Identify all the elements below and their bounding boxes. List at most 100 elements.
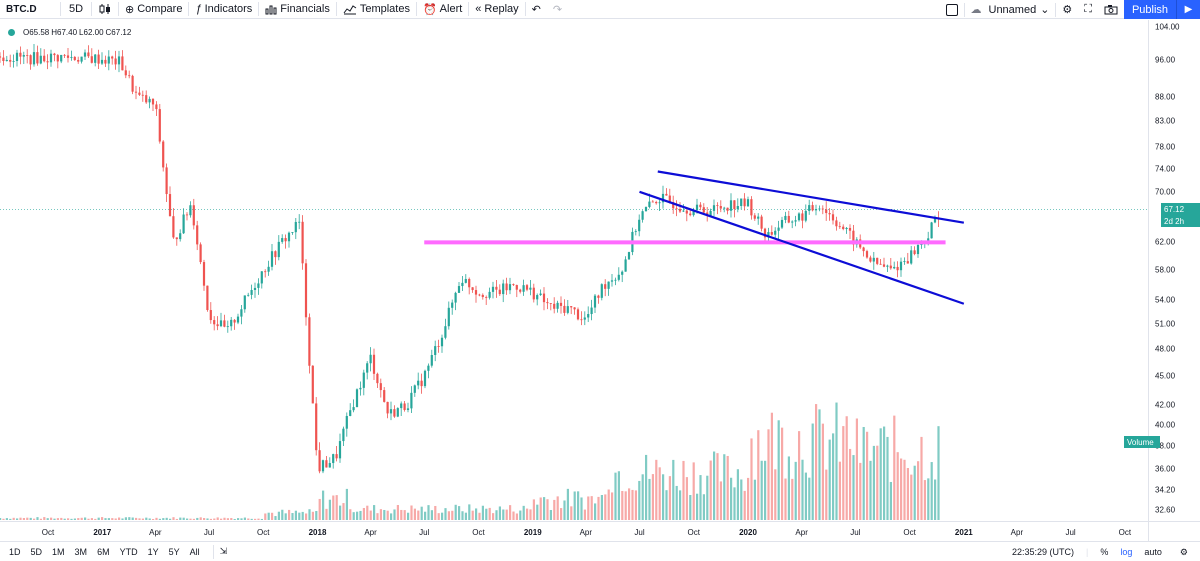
interval-selector[interactable]: 5D xyxy=(68,3,84,15)
volume-bar xyxy=(420,506,423,520)
compare-button[interactable]: ⊕ Compare xyxy=(119,0,188,19)
time-tick: Jul xyxy=(850,528,861,537)
volume-bar xyxy=(250,518,253,520)
log-toggle[interactable]: log xyxy=(1120,547,1133,557)
volume-bar xyxy=(672,459,675,520)
candle-body xyxy=(325,460,328,468)
candle-body xyxy=(811,205,814,211)
legend-high: H67.40 xyxy=(51,28,78,37)
range-ytd[interactable]: YTD xyxy=(119,546,138,557)
range-1m[interactable]: 1M xyxy=(52,546,65,557)
candle-body xyxy=(750,199,753,216)
time-tick: 2019 xyxy=(523,528,542,537)
candle-body xyxy=(665,193,668,196)
time-tick: Apr xyxy=(1010,528,1024,537)
volume-bar xyxy=(111,518,114,520)
range-6m[interactable]: 6M xyxy=(97,546,110,557)
volume-bar xyxy=(77,518,80,520)
volume-bar xyxy=(393,509,396,520)
redo-button[interactable]: ↷ xyxy=(547,0,568,19)
divider xyxy=(212,544,214,559)
replay-button[interactable]: « Replay xyxy=(469,0,524,19)
candle-body xyxy=(2,57,5,62)
price-tick: 34.20 xyxy=(1155,485,1176,495)
percent-toggle[interactable]: % xyxy=(1100,547,1109,557)
templates-button[interactable]: Templates xyxy=(337,0,416,19)
chart-settings-button[interactable]: ⚙ xyxy=(1168,547,1200,558)
volume-bar xyxy=(689,494,692,520)
auto-toggle[interactable]: auto xyxy=(1144,547,1162,557)
volume-bar xyxy=(713,451,716,520)
fullscreen-toggle[interactable] xyxy=(940,0,964,19)
symbol-search[interactable]: BTC.D xyxy=(6,3,37,15)
candle-body xyxy=(70,56,73,58)
candle-body xyxy=(213,320,216,325)
price-axis[interactable]: 104.00 96.00 88.00 83.00 78.00 74.00 70.00 62.0… xyxy=(1148,20,1200,521)
volume-bar xyxy=(828,439,831,520)
candle-body xyxy=(488,291,491,298)
candle-body xyxy=(393,409,396,417)
candle-body xyxy=(746,199,750,207)
volume-bar xyxy=(930,462,933,520)
volume-bar xyxy=(665,490,668,520)
volume-bar xyxy=(655,459,658,520)
candle-body xyxy=(916,244,920,255)
volume-bar xyxy=(400,509,403,520)
candle-body xyxy=(461,282,464,287)
time-axis[interactable]: Oct 2017 Apr Jul Oct 2018 Apr Jul Oct 2019 Apr Jul O… xyxy=(0,521,1148,541)
candle-body xyxy=(539,293,542,296)
alert-button[interactable]: ⏰ Alert xyxy=(417,0,468,19)
candle-body xyxy=(111,56,114,59)
undo-button[interactable]: ↶ xyxy=(526,0,547,19)
publish-button[interactable]: Publish xyxy=(1124,0,1176,19)
range-1d[interactable]: 1D xyxy=(9,546,21,557)
candle-body xyxy=(733,200,736,210)
candle-body xyxy=(597,295,600,298)
go-to-date-button[interactable]: ⇲ xyxy=(214,542,234,561)
settings-button[interactable]: ⚙ xyxy=(1056,0,1078,19)
divider xyxy=(91,2,92,16)
candle-body xyxy=(549,303,552,304)
volume-bar xyxy=(621,490,624,520)
candle-body xyxy=(668,195,671,203)
volume-bar xyxy=(747,477,750,520)
time-tick: Apr xyxy=(579,528,593,537)
candle-body xyxy=(604,284,607,289)
compare-label: Compare xyxy=(137,3,183,15)
financials-button[interactable]: Financials xyxy=(259,0,336,19)
volume-bar xyxy=(770,412,773,520)
volume-bar xyxy=(481,505,484,520)
volume-bar xyxy=(699,475,702,520)
candle-body xyxy=(376,373,379,384)
candle-body xyxy=(508,284,512,291)
snapshot-button[interactable] xyxy=(1098,0,1124,19)
volume-bar xyxy=(257,518,260,520)
candle-body xyxy=(743,198,746,207)
publish-play-button[interactable]: ▶ xyxy=(1176,0,1200,19)
range-3m[interactable]: 3M xyxy=(74,546,88,557)
candle-body xyxy=(63,54,66,56)
volume-bar xyxy=(475,508,478,520)
price-chart[interactable] xyxy=(0,20,1148,521)
range-1y[interactable]: 1Y xyxy=(147,546,159,557)
candle-body xyxy=(315,403,318,451)
legend-close: C67.12 xyxy=(105,28,132,37)
fullscreen-button[interactable]: ⛶ xyxy=(1078,0,1098,19)
candle-body xyxy=(624,259,627,272)
volume-bar xyxy=(685,477,688,520)
volume-bar xyxy=(332,495,335,520)
layout-menu[interactable]: ☁ Unnamed ⌄ xyxy=(965,0,1056,19)
candle-body xyxy=(559,302,563,306)
candle-body xyxy=(910,250,913,264)
candle-style-button[interactable] xyxy=(92,0,118,19)
templates-label: Templates xyxy=(359,3,410,15)
range-5y[interactable]: 5Y xyxy=(168,546,180,557)
volume-bar xyxy=(454,504,457,520)
indicators-button[interactable]: ƒ Indicators xyxy=(189,0,258,19)
candle-body xyxy=(791,221,794,223)
range-5d[interactable]: 5D xyxy=(30,546,43,557)
range-all[interactable]: All xyxy=(189,546,200,557)
candle-body xyxy=(583,317,586,320)
volume-bar xyxy=(16,518,19,520)
volume-bar xyxy=(553,499,556,520)
